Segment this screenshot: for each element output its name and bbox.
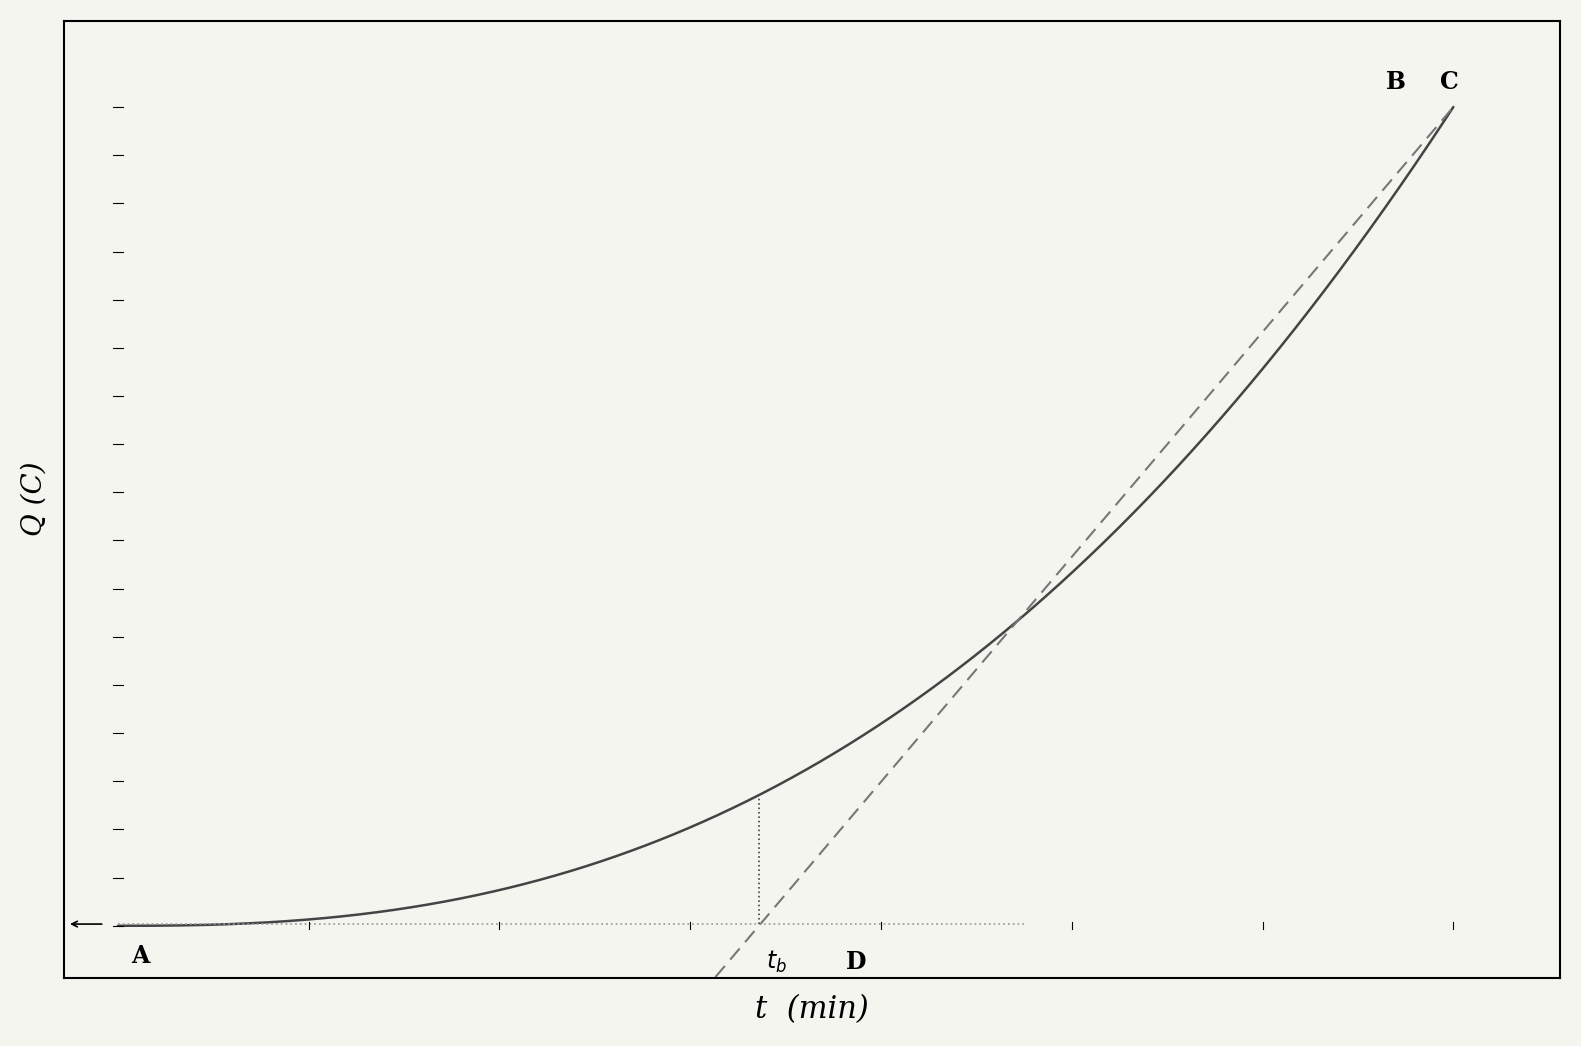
X-axis label: t  (min): t (min) (756, 994, 870, 1025)
Text: D: D (846, 950, 866, 974)
Text: $t_b$: $t_b$ (765, 949, 786, 975)
Text: A: A (131, 943, 150, 968)
Text: B: B (1387, 70, 1406, 94)
Text: C: C (1440, 70, 1459, 94)
Y-axis label: Q (C): Q (C) (21, 462, 47, 537)
